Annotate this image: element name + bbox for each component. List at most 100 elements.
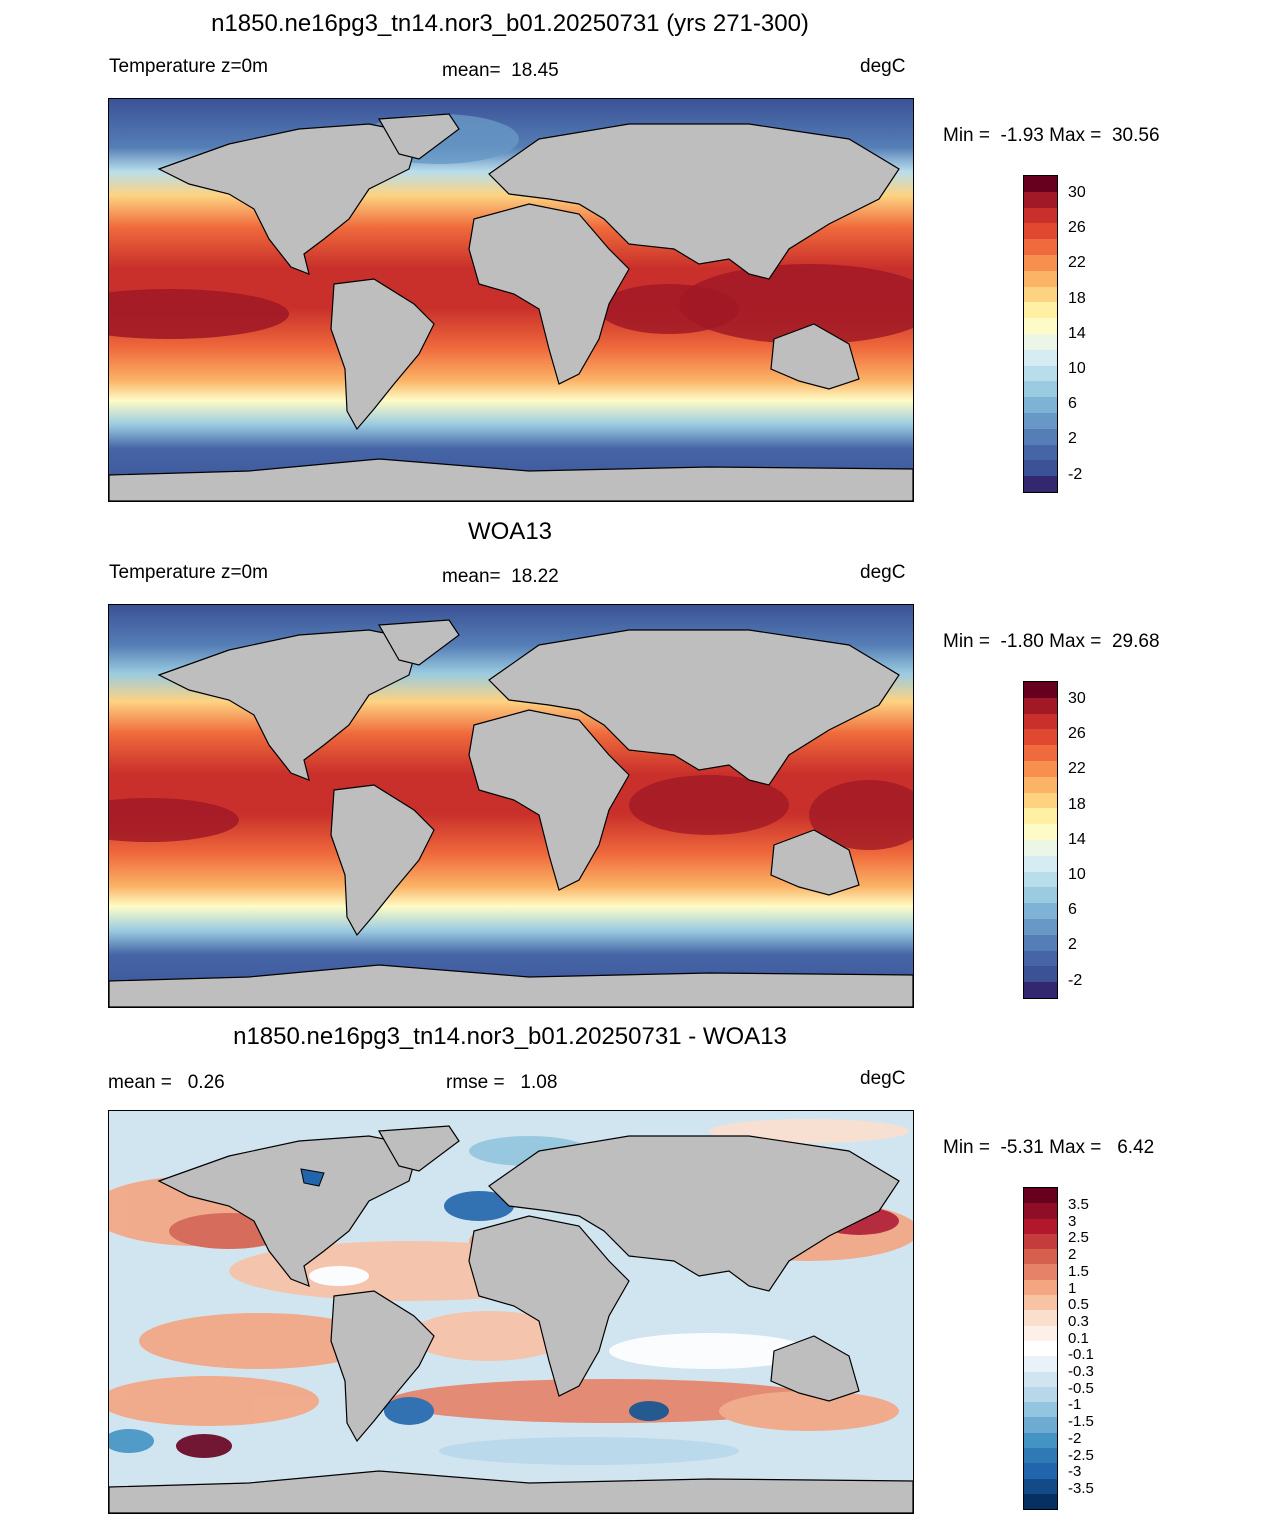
colorbar-swatch — [1024, 776, 1057, 793]
colorbar-swatch — [1024, 207, 1057, 224]
colorbar-tick-label: 0.1 — [1068, 1329, 1089, 1347]
colorbar-swatch — [1024, 1279, 1057, 1296]
colorbar-swatch — [1024, 950, 1057, 967]
colorbar-swatch — [1024, 428, 1057, 445]
colorbar-swatch — [1024, 1264, 1057, 1280]
panel1-map-svg — [109, 99, 913, 501]
colorbar-tick-label: 6 — [1068, 901, 1077, 919]
colorbar-tick-label: 2 — [1068, 936, 1077, 954]
colorbar-swatch — [1024, 855, 1057, 872]
colorbar-tick-label: 22 — [1068, 254, 1086, 272]
colorbar-swatch — [1024, 1402, 1057, 1418]
panel2-variable-label: Temperature z=0m — [109, 562, 268, 583]
panel3-rmse-label: rmse = 1.08 — [446, 1072, 558, 1093]
colorbar-tick-label: 14 — [1068, 324, 1086, 342]
colorbar-swatch — [1024, 824, 1057, 840]
colorbar-tick-label: 3 — [1068, 1212, 1077, 1230]
colorbar-swatch — [1024, 254, 1057, 271]
colorbar-swatch — [1024, 934, 1057, 951]
colorbar-tick-label: 10 — [1068, 866, 1086, 883]
colorbar-swatch — [1024, 903, 1057, 919]
colorbar-swatch — [1024, 887, 1057, 904]
colorbar-tick-label: 18 — [1068, 289, 1086, 307]
panel1-units-label: degC — [860, 56, 906, 77]
colorbar-tick-label: -3.5 — [1068, 1479, 1094, 1497]
panel2-colorbar — [1023, 681, 1058, 999]
colorbar-tick-label: 0.5 — [1068, 1296, 1089, 1314]
colorbar-swatch — [1024, 239, 1057, 255]
colorbar-tick-label: -1.5 — [1068, 1413, 1094, 1431]
colorbar-tick-label: -0.5 — [1068, 1379, 1094, 1397]
colorbar-swatch — [1024, 1340, 1057, 1357]
colorbar-swatch — [1024, 302, 1057, 319]
colorbar-swatch — [1024, 1371, 1057, 1387]
colorbar-swatch — [1024, 871, 1057, 888]
panel2-title: WOA13 — [467, 518, 553, 545]
panel1-variable-label: Temperature z=0m — [109, 56, 268, 77]
colorbar-swatch — [1024, 381, 1057, 398]
colorbar-tick-label: 1 — [1068, 1279, 1077, 1297]
panel2-minmax-label: Min = -1.80 Max = 29.68 — [943, 631, 1160, 652]
colorbar-tick-label: 30 — [1068, 184, 1086, 201]
colorbar-swatch — [1024, 1295, 1057, 1311]
colorbar-tick-label: -2 — [1068, 971, 1083, 989]
panel3-difference-map — [108, 1110, 914, 1514]
panel1-minmax-label: Min = -1.93 Max = 30.56 — [943, 125, 1160, 146]
colorbar-tick-label: 10 — [1068, 360, 1086, 377]
panel3-mean-label: mean = 0.26 — [108, 1072, 225, 1093]
colorbar-swatch — [1024, 918, 1057, 935]
panel2-units-label: degC — [860, 562, 906, 583]
colorbar-swatch — [1024, 1310, 1057, 1326]
colorbar-tick-label: -3 — [1068, 1463, 1082, 1481]
panel1-title: n1850.ne16pg3_tn14.nor3_b01.20250731 (yr… — [211, 10, 809, 37]
colorbar-swatch — [1024, 1233, 1057, 1250]
colorbar-swatch — [1024, 839, 1057, 856]
colorbar-swatch — [1024, 1448, 1057, 1464]
panel3-map-svg — [109, 1111, 913, 1513]
colorbar-tick-label: 2 — [1068, 1246, 1077, 1264]
colorbar-tick-label: 18 — [1068, 795, 1086, 813]
colorbar-swatch — [1024, 176, 1057, 192]
colorbar-swatch — [1024, 1432, 1057, 1449]
panel3-colorbar — [1023, 1187, 1058, 1511]
colorbar-swatch — [1024, 1188, 1057, 1204]
panel3-units-label: degC — [860, 1068, 906, 1089]
colorbar-tick-label: 26 — [1068, 219, 1086, 237]
colorbar-swatch — [1024, 1203, 1057, 1219]
colorbar-tick-label: -2 — [1068, 465, 1083, 483]
panel2-mean-label: mean= 18.22 — [442, 566, 559, 587]
colorbar-swatch — [1024, 1417, 1057, 1433]
colorbar-tick-label: 22 — [1068, 760, 1086, 778]
colorbar-swatch — [1024, 982, 1057, 998]
colorbar-swatch — [1024, 1325, 1057, 1341]
colorbar-swatch — [1024, 1249, 1057, 1265]
colorbar-swatch — [1024, 1356, 1057, 1372]
colorbar-swatch — [1024, 682, 1057, 698]
panel1-mean-label: mean= 18.45 — [442, 60, 559, 81]
colorbar-tick-label: -2.5 — [1068, 1446, 1094, 1464]
colorbar-tick-label: -0.1 — [1068, 1346, 1094, 1364]
colorbar-tick-label: 2 — [1068, 430, 1077, 448]
colorbar-swatch — [1024, 713, 1057, 730]
colorbar-swatch — [1024, 1218, 1057, 1234]
colorbar-tick-label: -1 — [1068, 1396, 1082, 1414]
colorbar-swatch — [1024, 697, 1057, 714]
colorbar-tick-label: 30 — [1068, 690, 1086, 707]
colorbar-swatch — [1024, 412, 1057, 429]
colorbar-swatch — [1024, 1493, 1057, 1510]
colorbar-swatch — [1024, 1478, 1057, 1494]
colorbar-tick-label: 0.3 — [1068, 1312, 1089, 1330]
panel1-colorbar — [1023, 175, 1058, 493]
colorbar-swatch — [1024, 397, 1057, 413]
colorbar-swatch — [1024, 792, 1057, 809]
panel3-title: n1850.ne16pg3_tn14.nor3_b01.20250731 - W… — [233, 1023, 787, 1050]
panel1-sst-map — [108, 98, 914, 502]
colorbar-tick-label: -0.3 — [1068, 1363, 1094, 1380]
colorbar-swatch — [1024, 365, 1057, 382]
colorbar-swatch — [1024, 760, 1057, 777]
colorbar-swatch — [1024, 966, 1057, 983]
colorbar-swatch — [1024, 444, 1057, 461]
colorbar-tick-label: 14 — [1068, 830, 1086, 848]
colorbar-swatch — [1024, 191, 1057, 208]
panel3-minmax-label: Min = -5.31 Max = 6.42 — [943, 1137, 1155, 1158]
